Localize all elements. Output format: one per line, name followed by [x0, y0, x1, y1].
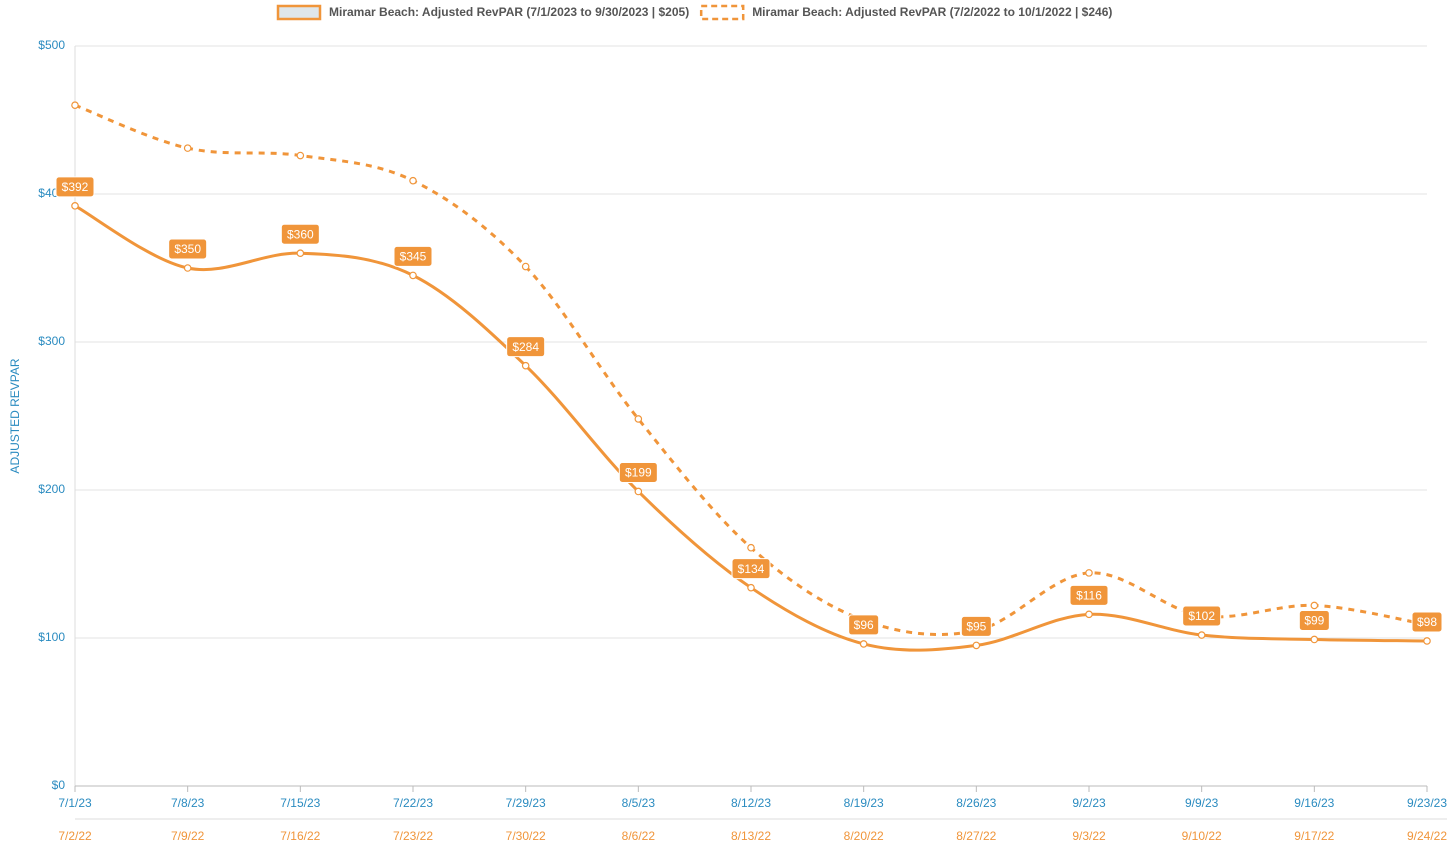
x-tick-label-secondary: 8/13/22 [731, 829, 771, 843]
value-label-box [618, 461, 658, 483]
value-label-box [506, 336, 546, 358]
value-label: $350 [174, 242, 201, 256]
value-label: $102 [1188, 609, 1215, 623]
x-tick-label-secondary: 7/16/22 [280, 829, 320, 843]
value-label-box [731, 558, 771, 580]
x-tick-label: 8/12/23 [731, 796, 771, 810]
x-tick-label-secondary: 7/23/22 [393, 829, 433, 843]
value-label: $116 [1076, 588, 1102, 602]
value-label: $392 [62, 180, 89, 194]
value-label: $99 [1304, 614, 1324, 628]
x-tick-label: 7/22/23 [393, 796, 433, 810]
value-label-box [848, 614, 880, 636]
point [521, 262, 530, 271]
point [1310, 635, 1319, 644]
x-tick-label: 9/23/23 [1407, 796, 1447, 810]
point [409, 176, 417, 185]
point [1197, 631, 1206, 639]
point [71, 202, 79, 210]
legend-swatch [276, 4, 322, 21]
x-tick-label: 9/2/23 [1072, 796, 1106, 810]
x-tick-label-secondary: 7/9/22 [171, 829, 205, 843]
y-tick-label: $0 [52, 778, 66, 792]
value-label: $360 [287, 227, 314, 241]
x-tick-label: 7/1/23 [58, 796, 92, 810]
y-tick-label: $100 [38, 630, 65, 644]
value-label: $284 [512, 340, 539, 354]
value-label: $96 [854, 618, 874, 632]
value-label-box [1069, 584, 1109, 606]
x-tick-label-secondary: 9/24/22 [1407, 829, 1447, 843]
x-tick-label-secondary: 7/2/22 [58, 829, 92, 843]
value-label-box [55, 176, 95, 198]
point [296, 249, 305, 258]
x-tick-label: 8/19/23 [844, 796, 884, 810]
value-label-box [1411, 611, 1443, 633]
point [747, 583, 755, 592]
point [183, 144, 192, 152]
value-label-box [960, 615, 992, 637]
y-tick-label: $300 [38, 334, 65, 348]
x-tick-label-secondary: 8/6/22 [622, 829, 656, 843]
x-tick-label: 9/9/23 [1185, 796, 1219, 810]
value-label: $345 [400, 250, 427, 264]
value-label-box [168, 238, 208, 260]
value-label: $98 [1417, 615, 1437, 629]
point [859, 640, 868, 648]
x-tick-label: 9/16/23 [1294, 796, 1334, 810]
point [634, 415, 643, 423]
series-line [74, 103, 1428, 636]
y-axis-label: ADJUSTED REVPAR [8, 358, 22, 473]
point [183, 264, 192, 272]
value-label-box [393, 245, 433, 267]
x-tick-label: 7/8/23 [171, 796, 205, 810]
point [1310, 601, 1319, 610]
x-tick-label-secondary: 9/3/22 [1072, 829, 1106, 843]
value-label-box [1298, 609, 1330, 631]
legend-swatch [699, 4, 745, 21]
series-line [74, 204, 1428, 652]
y-tick-label: $500 [38, 38, 65, 52]
point [634, 487, 643, 496]
value-label-box [1182, 605, 1222, 627]
x-tick-label: 7/15/23 [280, 796, 320, 810]
legend-label: Miramar Beach: Adjusted RevPAR (7/2/2022… [752, 5, 1112, 19]
point [521, 361, 530, 370]
point [1085, 610, 1093, 619]
x-tick-label-secondary: 9/17/22 [1294, 829, 1334, 843]
point [71, 101, 79, 110]
y-tick-label: $200 [38, 482, 65, 496]
x-tick-label-secondary: 8/20/22 [844, 829, 884, 843]
point [1085, 569, 1093, 577]
point [409, 271, 417, 280]
x-tick-label: 8/5/23 [622, 796, 656, 810]
value-label-box [280, 223, 320, 245]
x-tick-label: 8/26/23 [956, 796, 996, 810]
x-tick-label-secondary: 9/10/22 [1182, 829, 1222, 843]
x-tick-label: 7/29/23 [506, 796, 546, 810]
point [972, 641, 981, 650]
x-tick-label-secondary: 8/27/22 [956, 829, 996, 843]
value-label: $199 [625, 466, 652, 480]
value-label: $95 [966, 620, 986, 634]
point [747, 543, 755, 552]
value-label: $134 [738, 562, 765, 576]
point [1423, 637, 1431, 645]
point [296, 151, 305, 160]
legend-label: Miramar Beach: Adjusted RevPAR (7/1/2023… [329, 5, 689, 19]
x-tick-label-secondary: 7/30/22 [506, 829, 546, 843]
